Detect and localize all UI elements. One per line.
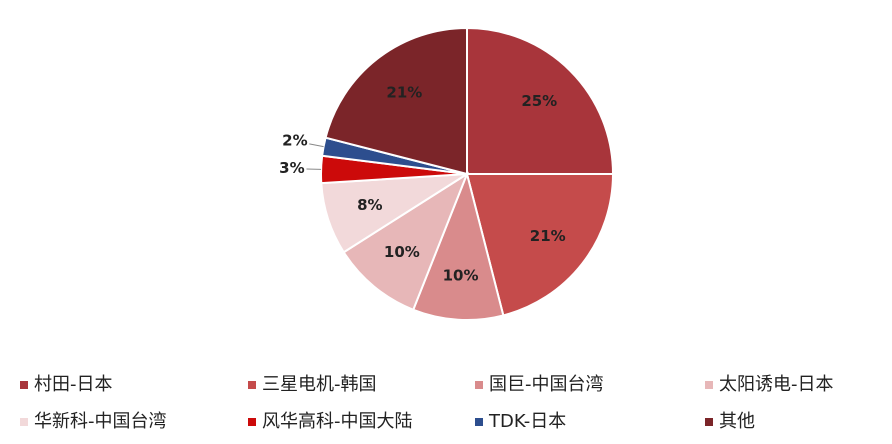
pie-slice [342, 171, 470, 312]
leader-line [309, 143, 324, 148]
data-label: 8% [357, 196, 382, 214]
legend-swatch [705, 381, 713, 389]
legend-label: 其他 [719, 411, 755, 432]
legend-label: TDK-日本 [488, 411, 566, 432]
legend-label: 村田-日本 [34, 374, 113, 395]
pie-slice [324, 26, 468, 176]
pie-slice [411, 170, 505, 321]
legend-swatch [20, 381, 28, 389]
data-label: 3% [279, 159, 304, 177]
data-label: 10% [443, 266, 479, 284]
legend-swatch [248, 418, 256, 426]
pie-slice [465, 173, 615, 317]
legend-swatch [475, 381, 483, 389]
legend-label: 三星电机-韩国 [262, 374, 377, 395]
data-label: 25% [521, 92, 557, 110]
legend-label: 国巨-中国台湾 [489, 374, 604, 395]
legend-label: 风华高科-中国大陆 [262, 411, 413, 432]
legend-swatch [20, 418, 28, 426]
legend-label: 华新科-中国台湾 [34, 411, 167, 432]
legend-label: 太阳诱电-日本 [719, 374, 834, 395]
data-label: 2% [282, 132, 307, 150]
data-label: 10% [384, 243, 420, 261]
legend-swatch [475, 418, 483, 426]
legend-swatch [705, 418, 713, 426]
pie-slice [466, 26, 615, 175]
data-label: 21% [530, 227, 566, 245]
legend-swatch [248, 381, 256, 389]
data-label: 21% [386, 84, 422, 102]
